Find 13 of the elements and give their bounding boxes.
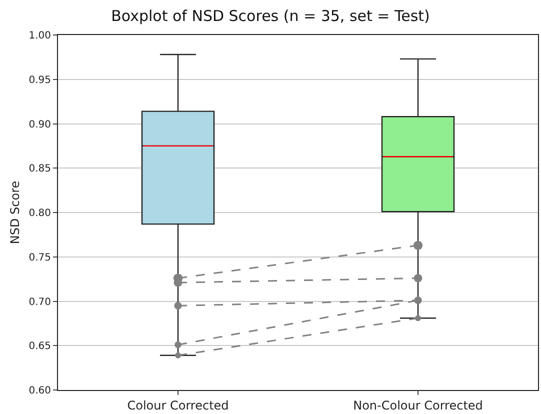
chart-title: Boxplot of NSD Scores (n = 35, set = Test) (111, 6, 430, 25)
x-tick-label: Colour Corrected (127, 398, 229, 412)
y-tick-label: 0.70 (28, 296, 51, 308)
y-tick-label: 0.80 (28, 208, 51, 219)
y-tick-label: 0.95 (28, 74, 51, 86)
y-tick-label: 1.00 (28, 30, 51, 42)
y-tick-label: 0.65 (28, 341, 51, 352)
y-tick-label: 0.85 (28, 164, 51, 175)
y-tick-label: 0.60 (28, 386, 51, 396)
y-tick-label: 0.90 (28, 119, 51, 130)
y-axis-title: NSD Score (8, 180, 22, 244)
x-tick-label: Non-Colour Corrected (353, 398, 483, 412)
y-tick-label: 0.75 (28, 252, 51, 264)
